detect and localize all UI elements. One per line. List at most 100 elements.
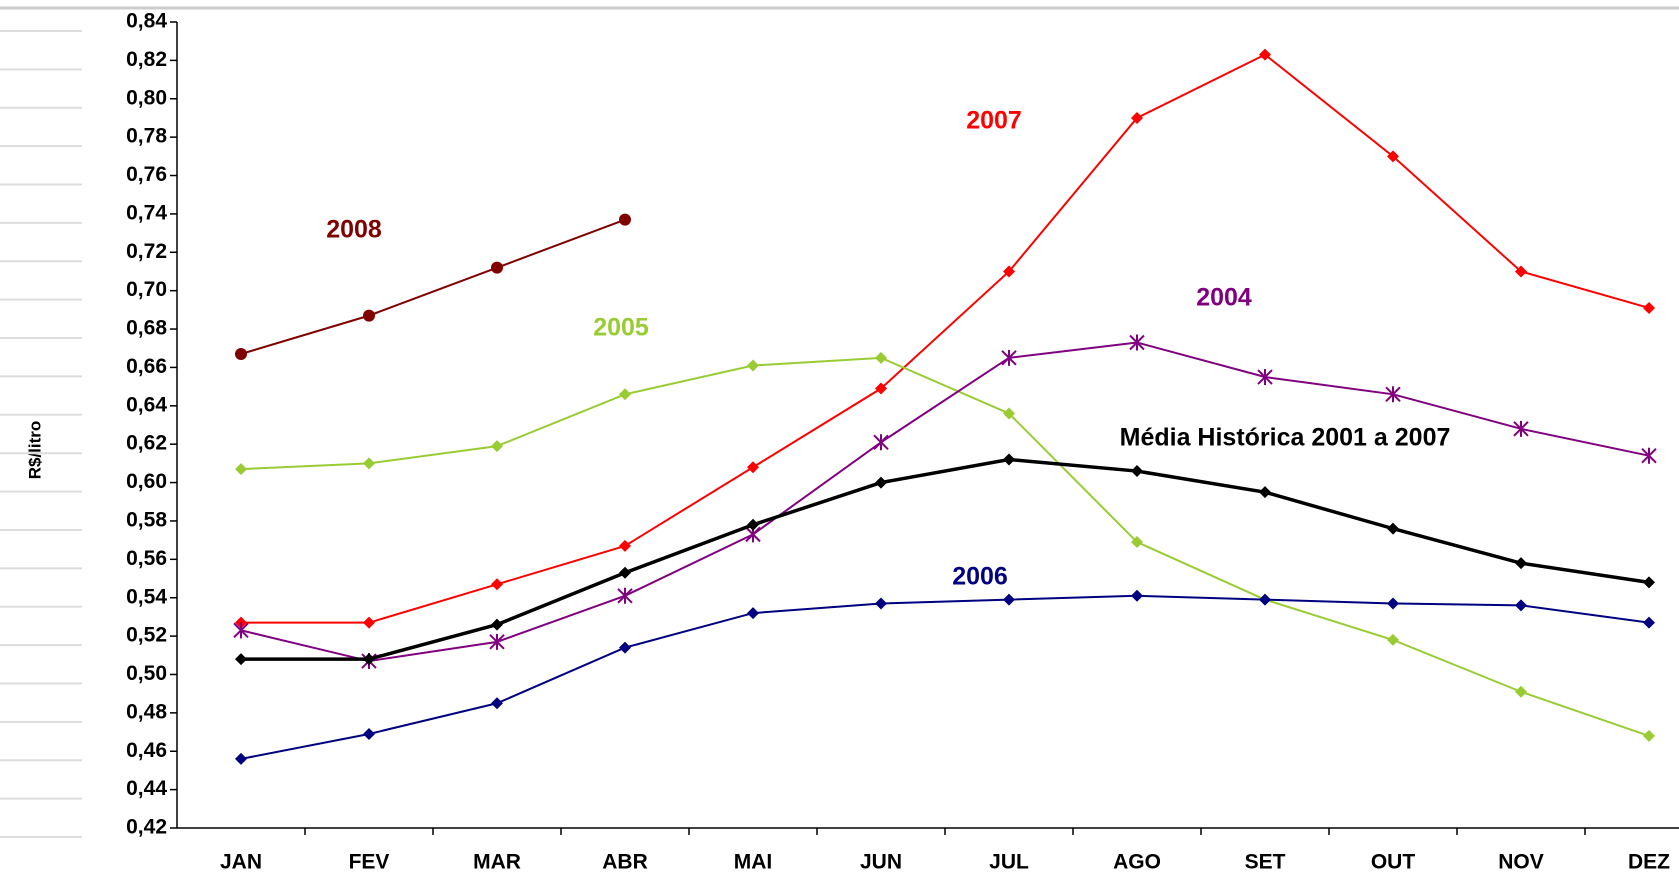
y-tick-label: 0,76 (126, 163, 167, 186)
y-tick-label: 0,48 (126, 700, 167, 723)
y-tick-label: 0,44 (126, 777, 167, 800)
point (363, 727, 375, 740)
y-tick-label: 0,68 (126, 317, 167, 340)
y-tick-label: 0,52 (126, 624, 167, 647)
point (619, 566, 631, 579)
point (491, 697, 503, 710)
y-tick-label: 0,42 (126, 816, 167, 839)
point (1515, 265, 1527, 278)
point (363, 457, 375, 470)
x-tick-label: JUL (989, 851, 1029, 874)
series-label: 2007 (966, 107, 1022, 135)
point (619, 641, 631, 654)
x-tick-label: DEZ (1628, 851, 1670, 874)
y-tick-label: 0,70 (126, 278, 167, 301)
point (1003, 407, 1015, 420)
point (1387, 597, 1399, 610)
point (235, 752, 247, 765)
y-tick-label: 0,56 (126, 547, 167, 570)
point (1259, 486, 1271, 499)
x-tick-label: JAN (220, 851, 262, 874)
x-tick-label: OUT (1371, 851, 1416, 874)
point (1515, 685, 1527, 698)
point (491, 578, 503, 591)
point (1515, 599, 1527, 612)
point (747, 607, 759, 620)
point (1643, 729, 1655, 742)
point (1513, 420, 1529, 437)
point (619, 539, 631, 552)
point (875, 382, 887, 395)
point (875, 351, 887, 364)
point (1259, 48, 1271, 61)
series-line (240, 356, 1650, 737)
x-tick-label: MAI (734, 851, 773, 874)
point (617, 587, 633, 604)
x-tick-label: NOV (1498, 851, 1544, 874)
y-tick-label: 0,82 (126, 48, 167, 71)
x-tick-label: ABR (602, 851, 648, 874)
point (1001, 349, 1017, 366)
y-tick-label: 0,66 (126, 355, 167, 378)
point (1003, 593, 1015, 606)
point (1643, 576, 1655, 589)
y-axis-label: R$/litro (25, 421, 44, 480)
point (233, 622, 249, 639)
point (1387, 633, 1399, 646)
point (1641, 447, 1657, 464)
y-tick-label: 0,74 (126, 201, 167, 224)
point (235, 347, 247, 360)
point (1003, 265, 1015, 278)
point (491, 618, 503, 631)
series-line (240, 218, 626, 355)
point (363, 309, 375, 322)
point (235, 463, 247, 476)
point (875, 597, 887, 610)
y-tick-label: 0,64 (126, 393, 167, 416)
y-tick-label: 0,50 (126, 662, 167, 685)
point (1131, 465, 1143, 478)
series-label: Média Histórica 2001 a 2007 (1120, 424, 1451, 452)
point (1129, 334, 1145, 351)
x-tick-label: AGO (1113, 851, 1161, 874)
point (1643, 301, 1655, 314)
point (1643, 616, 1655, 629)
point (619, 213, 631, 226)
y-tick-label: 0,84 (126, 10, 167, 33)
point (1387, 150, 1399, 163)
y-tick-label: 0,78 (126, 125, 167, 148)
y-tick-label: 0,46 (126, 739, 167, 762)
series-line (240, 594, 1650, 760)
x-tick-label: FEV (349, 851, 390, 874)
y-tick-label: 0,54 (126, 585, 167, 608)
series-label: 2004 (1196, 284, 1252, 312)
series-line (240, 341, 1650, 663)
point (1257, 369, 1273, 386)
point (1385, 386, 1401, 403)
point (363, 616, 375, 629)
y-tick-label: 0,72 (126, 240, 167, 263)
point (1131, 111, 1143, 124)
series-line (241, 457, 1650, 661)
y-tick-label: 0,62 (126, 432, 167, 455)
point (619, 388, 631, 401)
point (1259, 593, 1271, 606)
point (1131, 589, 1143, 602)
point (489, 633, 505, 650)
point (747, 461, 759, 474)
point (363, 653, 375, 666)
point (875, 476, 887, 489)
x-tick-label: MAR (473, 851, 521, 874)
series-label: 2006 (952, 563, 1008, 591)
point (1003, 453, 1015, 466)
point (1131, 536, 1143, 549)
point (747, 518, 759, 531)
point (747, 359, 759, 372)
point (873, 434, 889, 451)
x-tick-label: JUN (860, 851, 902, 874)
series-label: 2008 (326, 216, 382, 244)
y-tick-label: 0,80 (126, 86, 167, 109)
point (235, 653, 247, 666)
point (1387, 522, 1399, 535)
